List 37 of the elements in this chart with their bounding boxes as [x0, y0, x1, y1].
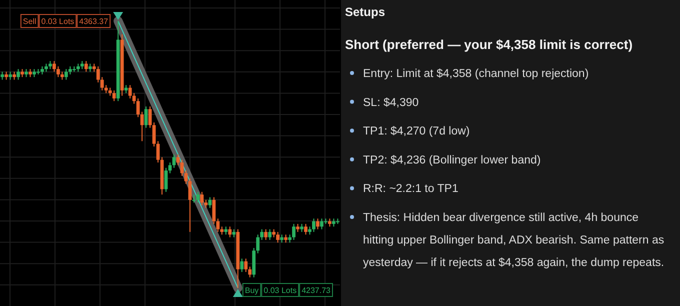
- text: TP1: $4,270 (7d low): [363, 126, 470, 138]
- candlestick: [316, 218, 320, 230]
- candlestick: [276, 231, 280, 244]
- candlestick: [228, 226, 232, 238]
- candlestick: [112, 90, 116, 102]
- candlestick: [56, 66, 60, 78]
- text: Short (preferred — your $4,358 limit is correct): [345, 37, 633, 52]
- candlestick: [176, 154, 180, 166]
- candlestick: [84, 60, 88, 72]
- text: TP2: $4,236 (Bollinger lower band): [363, 154, 541, 166]
- candlestick: [268, 228, 272, 240]
- annotation: 0.03 Lots: [41, 17, 74, 26]
- text: SL: $4,390: [363, 96, 419, 109]
- text: R:R: ~2.2:1 to TP1: [363, 183, 458, 196]
- text: Entry: Limit at $4,358 (channel top rejection): [363, 68, 589, 80]
- text: Setups: [345, 5, 386, 19]
- candlestick: [208, 196, 212, 208]
- candlestick: [292, 223, 296, 240]
- candlestick: [304, 223, 308, 236]
- candlestick: [200, 191, 204, 206]
- candlestick: [240, 258, 244, 272]
- annotation: Sell: [22, 17, 36, 26]
- candlestick: [312, 218, 316, 232]
- text: Thesis: Hidden bear divergence still active, 4h bounce hitting upper Bollinger band, ADX bearish. Same pattern as yesterday — if it rejects at $4,358 again, the dump repeats.: [363, 212, 664, 269]
- annotation: 0.03 Lots: [264, 286, 297, 296]
- candlestick: [188, 178, 192, 232]
- candlestick: [152, 122, 156, 147]
- candlestick: [320, 218, 324, 230]
- annotation: Buy: [244, 286, 259, 296]
- candlestick: [64, 68, 68, 80]
- candlestick: [264, 228, 268, 240]
- annotation: 4363.37: [79, 17, 109, 26]
- candlestick: [168, 162, 172, 174]
- candlestick: [244, 258, 248, 272]
- annotation: 4237.73: [302, 286, 332, 296]
- candlestick: [16, 68, 20, 80]
- candlestick: [196, 191, 200, 204]
